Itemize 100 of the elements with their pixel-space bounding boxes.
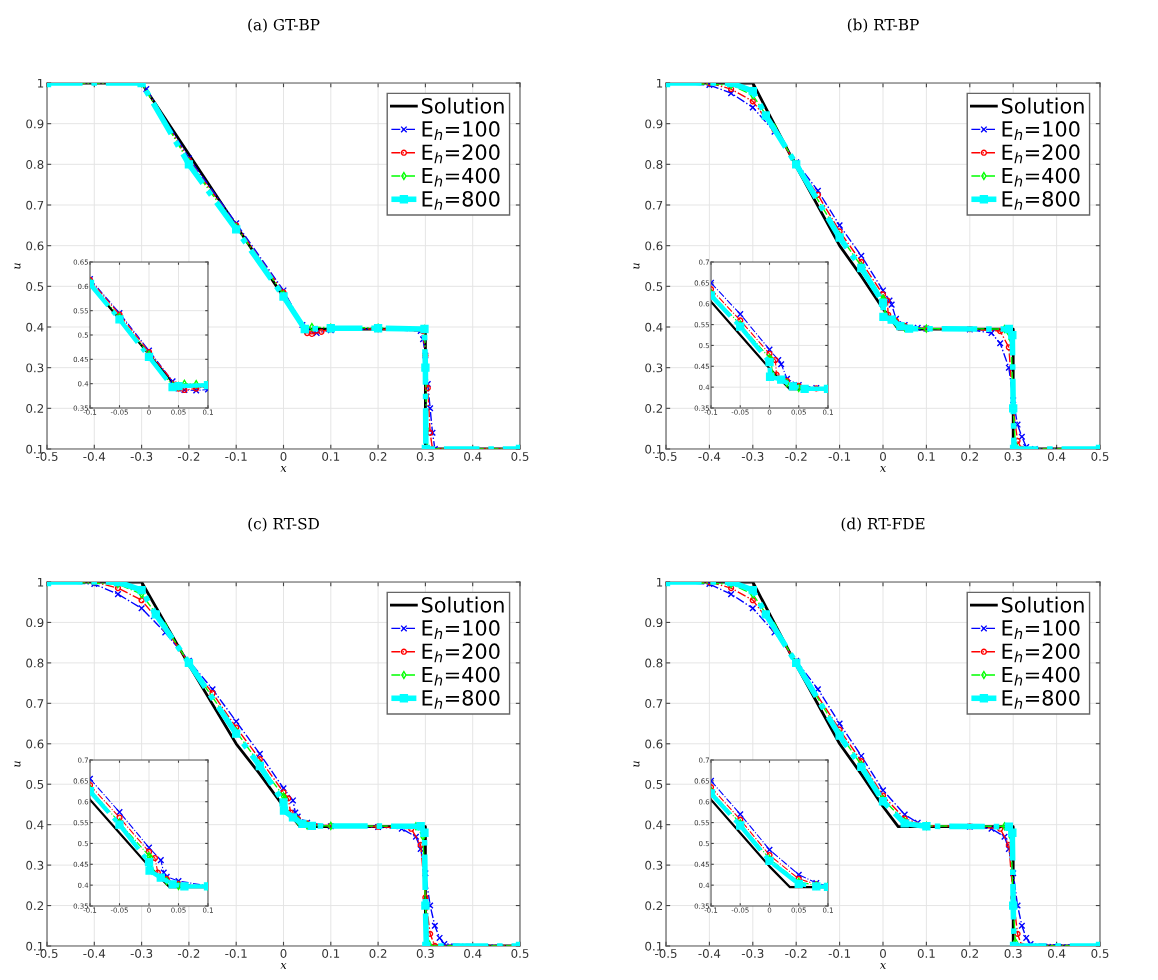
x-axis-title: x xyxy=(280,962,287,969)
chart-title: (c) RT-SD xyxy=(248,517,319,532)
x-tick-label: 0.4 xyxy=(464,948,482,958)
y-tick-label: 0.5 xyxy=(645,779,663,789)
x-tick-label: -0.1 xyxy=(828,451,851,461)
x-tick-label: 0.2 xyxy=(961,451,979,461)
y-tick-label: 1 xyxy=(38,78,44,88)
y-axis-title: u xyxy=(14,263,21,269)
x-tick-label: 0.2 xyxy=(961,948,979,958)
y-tick-label: 0.1 xyxy=(645,941,663,951)
x-tick-label: 0.5 xyxy=(511,948,529,958)
x-tick-label: -0.4 xyxy=(83,451,106,461)
x-tick-label: 0.3 xyxy=(416,451,434,461)
y-axis-title: u xyxy=(14,761,21,767)
y-tick-label: 0.4 xyxy=(645,820,663,830)
legend-label: E$_{h}$=800 xyxy=(422,190,500,210)
x-tick-label: 0.3 xyxy=(416,948,434,958)
chart-title: (b) RT-BP xyxy=(847,18,919,33)
x-tick-label: 0.1 xyxy=(917,451,935,461)
y-tick-label: 0.5 xyxy=(26,779,44,789)
y-tick-label: 0.9 xyxy=(26,618,44,628)
y-tick-label: 0.3 xyxy=(26,860,44,870)
x-tick-label: 0.5 xyxy=(1091,451,1109,461)
x-tick-label: 0 xyxy=(280,451,287,461)
y-tick-label: 0.5 xyxy=(645,282,663,291)
x-tick-label: 0 xyxy=(880,948,886,958)
x-tick-label: -0.4 xyxy=(83,948,106,958)
x-tick-label: 0 xyxy=(880,451,886,461)
x-tick-label: -0.1 xyxy=(225,451,247,461)
x-tick-label: 0.5 xyxy=(1091,948,1109,958)
legend-label: E$_{h}$=100 xyxy=(422,620,500,639)
x-tick-label: 0.1 xyxy=(322,948,340,958)
x-tick-label: 0.5 xyxy=(511,451,529,461)
y-tick-label: 0.8 xyxy=(645,658,663,668)
y-axis-title: u xyxy=(633,761,640,767)
legend-label: E$_{h}$=100 xyxy=(1002,121,1080,140)
x-tick-label: -0.2 xyxy=(785,948,807,958)
x-axis-title: x xyxy=(879,465,886,472)
y-tick-label: 0.7 xyxy=(645,699,663,708)
x-axis-title: x xyxy=(879,962,886,969)
x-tick-label: 0.3 xyxy=(1004,451,1022,461)
y-tick-label: 0.9 xyxy=(26,119,44,129)
legend-label: E$_{h}$=100 xyxy=(1002,620,1080,639)
y-tick-label: 0.3 xyxy=(645,860,663,870)
x-tick-label: -0.4 xyxy=(698,948,721,958)
legend-label: E$_{h}$=400 xyxy=(422,167,500,187)
y-tick-label: 0.6 xyxy=(645,739,663,749)
y-tick-label: 0.1 xyxy=(26,941,44,951)
y-tick-label: 0.7 xyxy=(26,699,44,708)
legend-label: E$_{h}$=200 xyxy=(422,643,500,663)
y-tick-label: 0.8 xyxy=(645,160,663,169)
x-tick-label: 0.1 xyxy=(322,451,340,461)
x-tick-label: 0.2 xyxy=(369,948,387,958)
legend-label: Solution xyxy=(421,596,504,613)
y-tick-label: 0.4 xyxy=(26,322,44,332)
x-tick-label: 0.4 xyxy=(464,451,482,461)
legend-label: E$_{h}$=800 xyxy=(422,689,500,709)
x-tick-label: -0.5 xyxy=(655,451,677,461)
y-tick-label: 0.4 xyxy=(645,322,663,332)
x-tick-label: -0.2 xyxy=(785,451,807,461)
y-tick-label: 1 xyxy=(657,577,663,587)
x-tick-label: 0.2 xyxy=(369,451,387,461)
x-tick-label: -0.1 xyxy=(225,948,247,958)
x-tick-label: -0.5 xyxy=(655,948,677,958)
legend-label: E$_{h}$=800 xyxy=(1002,190,1080,210)
legend-label: E$_{h}$=200 xyxy=(1002,144,1080,164)
x-tick-label: -0.3 xyxy=(130,451,153,461)
x-tick-label: 0 xyxy=(280,948,287,958)
y-tick-label: 0.6 xyxy=(645,241,663,251)
y-tick-label: 0.1 xyxy=(26,444,44,454)
y-tick-label: 0.8 xyxy=(26,160,44,169)
legend-label: Solution xyxy=(1001,596,1084,613)
chart-title: (d) RT-FDE xyxy=(841,517,925,532)
x-tick-label: -0.4 xyxy=(698,451,721,461)
x-tick-label: 0.1 xyxy=(917,948,935,958)
legend-label: E$_{h}$=400 xyxy=(422,666,500,686)
y-tick-label: 0.9 xyxy=(645,618,663,628)
x-tick-label: -0.2 xyxy=(177,451,200,461)
y-tick-label: 0.7 xyxy=(26,200,44,210)
x-tick-label: 0.3 xyxy=(1004,948,1022,958)
legend-label: Solution xyxy=(1001,97,1084,114)
legend-label: Solution xyxy=(421,97,504,114)
x-tick-label: -0.2 xyxy=(177,948,200,958)
y-tick-label: 0.9 xyxy=(645,119,663,129)
y-tick-label: 0.5 xyxy=(26,282,44,291)
x-axis-title: x xyxy=(280,465,287,472)
legend-label: E$_{h}$=100 xyxy=(422,121,500,140)
y-tick-label: 0.3 xyxy=(645,363,663,373)
y-axis-title: u xyxy=(633,263,640,269)
y-tick-label: 0.3 xyxy=(26,363,44,373)
x-tick-label: -0.1 xyxy=(828,948,851,958)
legend-label: E$_{h}$=200 xyxy=(1002,643,1080,663)
y-tick-label: 0.7 xyxy=(645,200,663,210)
chart-title: (a) GT-BP xyxy=(248,18,320,33)
x-tick-label: -0.5 xyxy=(36,451,58,461)
y-tick-label: 0.6 xyxy=(26,241,44,251)
x-tick-label: 0.4 xyxy=(1047,948,1066,958)
legend-label: E$_{h}$=400 xyxy=(1002,167,1080,187)
legend-label: E$_{h}$=800 xyxy=(1002,689,1080,709)
y-tick-label: 1 xyxy=(657,78,663,88)
